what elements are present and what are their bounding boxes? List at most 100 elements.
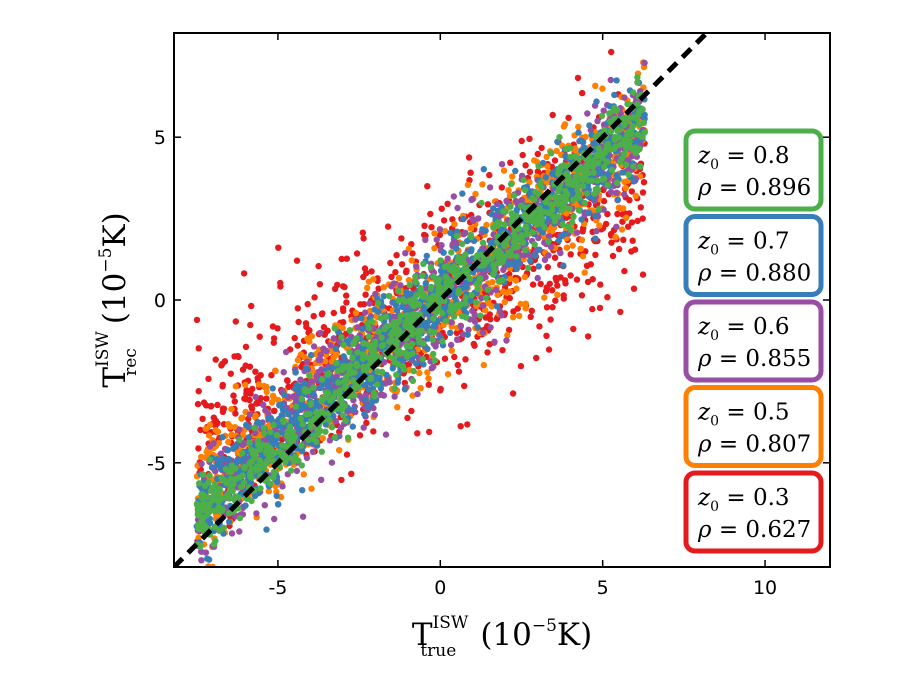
- data-point: [280, 391, 288, 399]
- data-point: [308, 333, 315, 340]
- data-point: [438, 242, 445, 249]
- data-point: [256, 333, 263, 340]
- data-point: [247, 321, 254, 329]
- data-point: [254, 437, 262, 445]
- data-point: [280, 417, 287, 424]
- data-point: [370, 347, 378, 354]
- data-point: [371, 338, 379, 345]
- data-point: [518, 196, 525, 204]
- data-point: [537, 179, 544, 186]
- data-point: [547, 201, 555, 208]
- data-point: [360, 424, 367, 431]
- data-point: [319, 310, 326, 317]
- data-point: [299, 421, 306, 428]
- data-point: [237, 483, 245, 491]
- data-point: [596, 222, 603, 229]
- data-point: [273, 432, 281, 439]
- data-point: [584, 182, 591, 190]
- legend-box: [683, 128, 824, 212]
- data-point: [267, 428, 274, 436]
- data-point: [598, 112, 606, 120]
- data-point: [519, 239, 527, 246]
- data-point: [554, 291, 561, 298]
- data-point: [303, 365, 310, 372]
- data-point: [326, 416, 333, 423]
- data-point: [467, 248, 475, 255]
- data-point: [299, 447, 306, 455]
- data-point: [444, 262, 451, 270]
- data-point: [266, 444, 273, 452]
- data-point: [374, 381, 381, 388]
- data-point: [529, 281, 537, 288]
- data-point: [529, 229, 536, 236]
- data-point: [578, 216, 585, 223]
- data-point: [319, 410, 326, 417]
- data-point: [592, 235, 599, 242]
- data-point: [367, 375, 374, 382]
- legend-box: [683, 214, 824, 297]
- data-point: [549, 206, 556, 214]
- data-point: [614, 127, 621, 134]
- data-point: [617, 308, 624, 316]
- data-point: [239, 449, 246, 457]
- data-point: [211, 507, 218, 515]
- data-point: [501, 242, 508, 250]
- data-point: [558, 232, 566, 240]
- data-point: [412, 360, 420, 367]
- data-point: [257, 372, 264, 379]
- data-point: [430, 292, 437, 300]
- data-point: [567, 272, 574, 279]
- data-point: [507, 203, 514, 210]
- data-point: [252, 393, 259, 401]
- data-point: [401, 366, 408, 373]
- data-point: [574, 182, 582, 189]
- y-tick-label: 0: [154, 290, 166, 312]
- data-point: [292, 403, 300, 410]
- data-point: [467, 225, 474, 232]
- data-point: [235, 353, 242, 361]
- data-point: [484, 349, 491, 356]
- data-point: [265, 456, 272, 464]
- data-point: [303, 323, 310, 331]
- data-point: [277, 402, 284, 409]
- data-point: [378, 334, 385, 341]
- data-point: [269, 385, 276, 392]
- data-point: [393, 306, 401, 314]
- data-point: [241, 464, 248, 472]
- data-point: [335, 379, 342, 386]
- data-point: [409, 377, 417, 384]
- data-point: [228, 405, 235, 413]
- data-point: [377, 391, 384, 399]
- data-point: [199, 415, 206, 422]
- data-point: [556, 185, 563, 192]
- data-point: [453, 245, 460, 252]
- data-point: [208, 402, 215, 410]
- data-point: [614, 179, 621, 186]
- data-point: [563, 193, 570, 201]
- data-point: [586, 122, 593, 129]
- data-point: [408, 407, 415, 415]
- data-point: [506, 288, 514, 295]
- data-point: [531, 157, 538, 164]
- data-point: [543, 284, 550, 291]
- data-point: [639, 271, 647, 278]
- data-point: [365, 333, 373, 340]
- y-axis-label: TISW rec(10−5K): [93, 212, 141, 387]
- data-point: [248, 405, 256, 412]
- data-point: [490, 271, 497, 278]
- data-point: [554, 282, 561, 289]
- x-tick-label: 5: [597, 577, 609, 599]
- data-point: [407, 290, 414, 297]
- data-point: [462, 251, 469, 258]
- data-point: [232, 318, 239, 325]
- data-point: [226, 486, 234, 493]
- data-point: [538, 220, 545, 227]
- data-point: [416, 369, 423, 377]
- data-point: [400, 357, 407, 364]
- data-point: [214, 420, 221, 427]
- data-point: [561, 204, 568, 211]
- data-point: [311, 294, 318, 301]
- data-point: [448, 249, 455, 256]
- data-point: [257, 485, 264, 492]
